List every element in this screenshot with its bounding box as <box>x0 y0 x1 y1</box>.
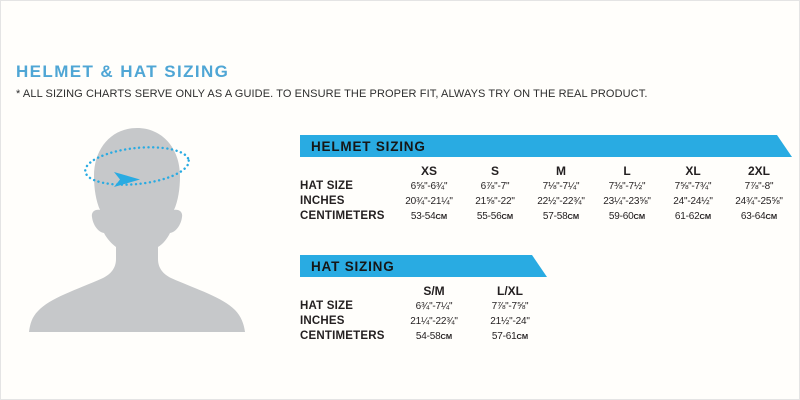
helmet-hat-size-xl: 7⅝"-7¾" <box>674 181 712 192</box>
hat-inches-sm: 21¼"-22¾" <box>410 316 458 327</box>
column-header-sm: S/M <box>423 284 445 298</box>
column-header-xs: XS <box>420 164 437 178</box>
disclaimer-text: * ALL SIZING CHARTS SERVE ONLY AS A GUID… <box>16 88 648 100</box>
cm-unit: CM <box>567 212 580 221</box>
head-measurement-illustration <box>28 126 246 334</box>
hat-sizing-grid: S/M L/XL HAT SIZE 6¾"-7¼" 7⅞"-7⅝" INCHES… <box>300 284 547 343</box>
hat-sizing-table: HAT SIZING S/M L/XL HAT SIZE 6¾"-7¼" 7⅞"… <box>300 255 547 343</box>
cm-unit: CM <box>699 212 712 221</box>
helmet-inches-2xl: 24¾"-25⅝" <box>735 196 783 207</box>
row-label-centimeters: CENTIMETERS <box>300 210 385 222</box>
cm-unit: CM <box>765 212 778 221</box>
spacer-cell <box>300 284 396 298</box>
row-label-hat-size: HAT SIZE <box>300 300 354 312</box>
helmet-cm-l: 59-60CM <box>608 211 646 222</box>
head-silhouette-image <box>29 128 245 332</box>
cm-unit: CM <box>440 332 453 341</box>
spacer-cell <box>300 164 396 178</box>
helmet-hat-size-m: 7⅛"-7¼" <box>542 181 580 192</box>
cm-unit: CM <box>633 212 646 221</box>
helmet-hat-size-xs: 6⅝"-6¾" <box>410 181 448 192</box>
helmet-sizing-table: HELMET SIZING XS S M L XL 2XL HAT SIZE 6… <box>300 135 792 223</box>
helmet-cm-m: 57-58CM <box>542 211 580 222</box>
column-header-2xl: 2XL <box>747 164 770 178</box>
helmet-hat-size-l: 7⅜"-7½" <box>608 181 646 192</box>
helmet-hat-size-s: 6⅞"-7" <box>480 181 510 192</box>
row-label-inches: INCHES <box>300 315 345 327</box>
row-label-hat-size: HAT SIZE <box>300 180 354 192</box>
helmet-sizing-header-bar: HELMET SIZING <box>300 135 792 157</box>
helmet-cm-2xl: 63-64CM <box>740 211 778 222</box>
helmet-inches-l: 23¼"-23⅝" <box>603 196 651 207</box>
helmet-hat-size-2xl: 7⅞"-8" <box>744 181 774 192</box>
hat-sizing-header-label: HAT SIZING <box>311 258 395 274</box>
helmet-cm-xl: 61-62CM <box>674 211 712 222</box>
hat-hat-size-sm: 6¾"-7¼" <box>415 301 453 312</box>
helmet-cm-s: 55-56CM <box>476 211 514 222</box>
measure-arrow-icon <box>114 172 140 187</box>
helmet-inches-xs: 20¾"-21¼" <box>405 196 453 207</box>
helmet-sizing-header-label: HELMET SIZING <box>311 138 426 154</box>
dotted-measure-ellipse-icon <box>84 146 190 186</box>
column-header-xl: XL <box>685 164 701 178</box>
column-header-m: M <box>556 164 566 178</box>
cm-unit: CM <box>435 212 448 221</box>
column-header-lxl: L/XL <box>497 284 523 298</box>
helmet-cm-xs: 53-54CM <box>410 211 448 222</box>
column-header-l: L <box>623 164 631 178</box>
page-title: HELMET & HAT SIZING <box>16 62 230 81</box>
helmet-inches-xl: 24"-24½" <box>673 196 713 207</box>
helmet-sizing-grid: XS S M L XL 2XL HAT SIZE 6⅝"-6¾" 6⅞"-7" … <box>300 164 792 223</box>
helmet-inches-s: 21⅝"-22" <box>475 196 515 207</box>
helmet-inches-m: 22½"-22¾" <box>537 196 585 207</box>
cm-unit: CM <box>501 212 514 221</box>
row-label-inches: INCHES <box>300 195 345 207</box>
hat-cm-lxl: 57-61CM <box>491 331 529 342</box>
hat-inches-lxl: 21½"-24" <box>490 316 530 327</box>
row-label-centimeters: CENTIMETERS <box>300 330 385 342</box>
hat-cm-sm: 54-58CM <box>415 331 453 342</box>
hat-hat-size-lxl: 7⅞"-7⅝" <box>491 301 529 312</box>
cm-unit: CM <box>516 332 529 341</box>
hat-sizing-header-bar: HAT SIZING <box>300 255 547 277</box>
column-header-s: S <box>490 164 499 178</box>
head-silhouette <box>29 128 245 332</box>
